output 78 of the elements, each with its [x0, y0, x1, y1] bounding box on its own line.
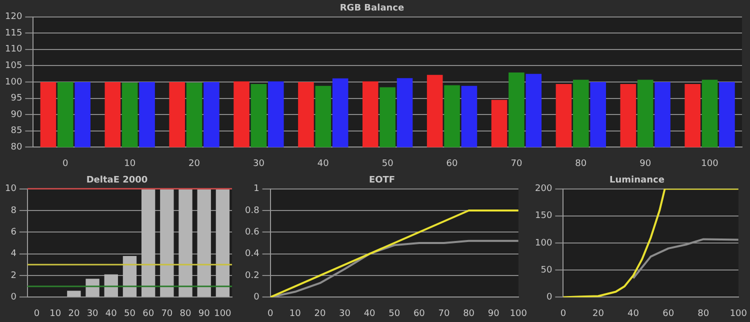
bar — [178, 188, 192, 297]
x-tick-label: 70 — [510, 158, 522, 169]
y-tick-label: 95 — [10, 94, 22, 104]
x-tick-label: 0 — [560, 308, 566, 319]
y-tick-label: 100 — [534, 238, 552, 248]
y-tick-label: 150 — [534, 211, 552, 222]
x-tick-label: 0 — [34, 308, 40, 319]
x-tick-label: 30 — [252, 158, 265, 169]
x-tick-label: 10 — [289, 308, 302, 319]
x-tick-label: 90 — [640, 158, 652, 169]
y-tick-label: 10 — [5, 184, 17, 194]
x-tick-label: 60 — [446, 158, 458, 169]
y-tick-label: 2 — [10, 270, 16, 281]
y-tick-label: 0.2 — [244, 270, 260, 281]
x-tick-label: 100 — [730, 308, 748, 319]
x-tick-label: 40 — [364, 308, 376, 319]
chart-title: Luminance — [610, 176, 664, 186]
y-tick-label: 0.8 — [244, 206, 260, 216]
y-tick-label: 100 — [4, 77, 22, 88]
bar — [104, 274, 118, 297]
y-tick-label: 90 — [10, 110, 22, 120]
x-tick-label: 50 — [382, 158, 394, 169]
y-tick-label: 0 — [254, 292, 260, 303]
chart-title: EOTF — [368, 176, 396, 186]
y-tick-label: 50 — [540, 265, 552, 276]
bar — [141, 188, 156, 297]
x-tick-label: 10 — [124, 158, 136, 169]
chart-title: RGB Balance — [340, 4, 404, 14]
x-tick-label: 30 — [86, 308, 99, 319]
x-tick-label: 20 — [68, 308, 80, 319]
x-tick-label: 80 — [575, 158, 587, 169]
y-tick-label: 85 — [10, 126, 22, 136]
x-tick-label: 70 — [161, 308, 173, 319]
x-tick-label: 80 — [698, 308, 710, 319]
x-tick-label: 10 — [50, 308, 62, 319]
x-tick-label: 100 — [701, 158, 719, 169]
y-tick-label: 1 — [254, 184, 260, 194]
y-tick-label: 200 — [534, 184, 552, 194]
x-tick-label: 90 — [488, 308, 500, 319]
x-tick-label: 40 — [317, 158, 330, 169]
bar — [197, 188, 211, 297]
y-tick-label: 8 — [10, 206, 17, 216]
x-tick-label: 50 — [124, 308, 136, 319]
y-tick-label: 0 — [10, 292, 17, 303]
chart-title: DeltaE 2000 — [86, 176, 148, 186]
x-tick-label: 20 — [592, 308, 604, 319]
y-tick-label: 80 — [10, 142, 22, 153]
y-tick-label: 0 — [546, 292, 552, 303]
y-tick-label: 115 — [4, 28, 22, 38]
x-tick-label: 70 — [438, 308, 450, 319]
y-tick-label: 105 — [4, 61, 22, 72]
x-tick-label: 60 — [413, 308, 426, 319]
bar — [122, 256, 137, 297]
y-tick-label: 120 — [4, 12, 22, 22]
y-tick-label: 4 — [10, 249, 17, 260]
x-tick-label: 40 — [105, 308, 118, 319]
x-tick-label: 80 — [180, 308, 192, 319]
x-tick-label: 80 — [463, 308, 475, 319]
x-tick-label: 60 — [662, 308, 674, 319]
y-tick-label: 110 — [4, 44, 22, 55]
x-tick-label: 100 — [510, 308, 528, 319]
bar — [86, 278, 100, 297]
x-tick-label: 0 — [62, 158, 69, 169]
x-tick-label: 100 — [214, 308, 232, 319]
bar — [216, 188, 230, 297]
y-tick-label: 0.4 — [244, 249, 260, 260]
y-tick-label: 0.6 — [244, 228, 260, 238]
bar — [67, 290, 81, 297]
x-tick-label: 20 — [314, 308, 326, 319]
y-tick-label: 6 — [10, 228, 17, 238]
x-tick-label: 60 — [142, 308, 154, 319]
x-tick-label: 50 — [388, 308, 400, 319]
x-tick-label: 0 — [267, 308, 274, 319]
x-tick-label: 90 — [198, 308, 210, 319]
x-tick-label: 30 — [339, 308, 351, 319]
x-tick-label: 40 — [628, 308, 640, 319]
bar — [160, 188, 174, 297]
x-tick-label: 20 — [188, 158, 200, 169]
